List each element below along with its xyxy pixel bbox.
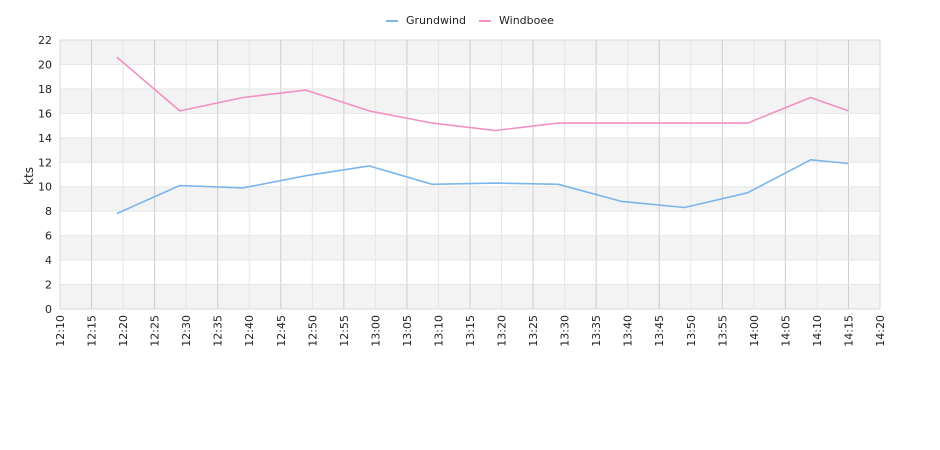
y-tick-label: 8 [45,205,52,218]
y-tick-label: 0 [45,303,52,316]
legend-label-grundwind: Grundwind [406,14,466,27]
x-tick-label: 13:00 [369,315,382,347]
x-tick-label: 13:20 [496,315,509,347]
x-tick-label: 13:25 [527,315,540,347]
x-tick-label: 13:40 [622,315,635,347]
series-line-windboee [116,56,849,132]
x-tick-label: 14:05 [779,315,792,347]
x-tick-label: 12:50 [306,315,319,347]
legend-label-windboee: Windboee [499,14,554,27]
y-tick-label: 18 [38,83,52,96]
x-axis-ticks: 12:10 12:15 12:20 12:25 12:30 12:35 12:40 12:45… [54,315,887,347]
y-tick-label: 14 [38,132,52,145]
series-line-grundwind [116,159,849,215]
x-tick-label: 14:20 [874,315,887,347]
y-axis-title: kts [22,167,36,185]
x-tick-label: 14:15 [842,315,855,347]
x-tick-label: 14:10 [811,315,824,347]
vertical-grid [59,40,881,309]
y-axis-ticks: 0 2 4 6 8 10 12 14 16 18 20 22 [38,34,52,316]
x-tick-label: 12:35 [212,315,225,347]
x-tick-label: 12:45 [275,315,288,347]
x-tick-label: 13:45 [653,315,666,347]
x-tick-label: 13:10 [432,315,445,347]
legend: Grundwind Windboee [386,14,554,27]
y-tick-label: 20 [38,58,52,71]
x-tick-label: 13:35 [590,315,603,347]
x-tick-label: 12:20 [117,315,130,347]
x-tick-label: 13:55 [716,315,729,347]
series-lines [116,56,849,215]
x-tick-label: 12:55 [338,315,351,347]
x-tick-label: 12:15 [86,315,99,347]
x-tick-label: 14:00 [748,315,761,347]
x-tick-label: 13:15 [464,315,477,347]
x-tick-label: 12:25 [149,315,162,347]
plot-frame [59,39,881,310]
x-tick-label: 13:50 [685,315,698,347]
x-tick-label: 12:10 [54,315,67,347]
y-tick-label: 22 [38,34,52,47]
y-tick-label: 4 [45,254,52,267]
x-tick-label: 12:30 [180,315,193,347]
y-tick-label: 6 [45,230,52,243]
x-tick-label: 12:40 [243,315,256,347]
horizontal-grid [59,39,881,310]
y-tick-label: 10 [38,181,52,194]
y-tick-label: 16 [38,107,52,120]
x-tick-label: 13:30 [559,315,572,347]
y-tick-label: 12 [38,156,52,169]
x-tick-label: 13:05 [401,315,414,347]
y-tick-label: 2 [45,279,52,292]
